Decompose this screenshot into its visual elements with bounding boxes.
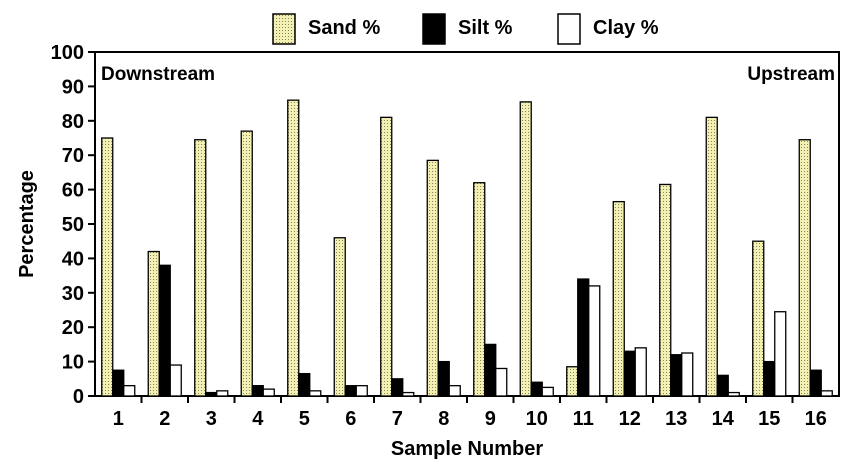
y-tick-label: 100 — [51, 42, 84, 64]
clay-bar — [727, 391, 740, 397]
clay-bar — [588, 285, 601, 397]
legend-silt-swatch — [422, 13, 446, 45]
silt-bar — [577, 278, 590, 397]
silt-bar — [763, 360, 776, 397]
sand-bar — [194, 139, 207, 397]
x-tick-label: 16 — [805, 408, 827, 430]
y-tick-label: 20 — [62, 317, 84, 339]
clay-bar — [448, 385, 461, 397]
x-tick-label: 2 — [159, 408, 170, 430]
x-tick-label: 13 — [665, 408, 687, 430]
clay-bar — [495, 367, 508, 397]
sand-bar — [287, 99, 300, 397]
silt-bar — [809, 369, 822, 397]
x-tick-label: 4 — [252, 408, 264, 430]
x-tick-label: 12 — [619, 408, 641, 430]
sand-bar — [147, 250, 160, 397]
legend-silt-label: Silt % — [458, 17, 513, 39]
y-axis-title: Percentage — [16, 170, 38, 278]
y-tick-label: 30 — [62, 283, 84, 305]
silt-bar — [484, 343, 497, 397]
silt-bar — [251, 385, 264, 397]
x-tick-label: 6 — [345, 408, 356, 430]
clay-bar — [309, 390, 322, 397]
x-tick-label: 11 — [573, 408, 594, 430]
x-tick-label: 8 — [438, 408, 449, 430]
x-tick-label: 14 — [712, 408, 735, 430]
sand-bar — [333, 237, 346, 397]
x-tick-label: 3 — [206, 408, 217, 430]
sand-bar — [380, 116, 393, 397]
upstream-annotation: Upstream — [747, 64, 835, 85]
silt-bar — [158, 264, 171, 397]
legend-sand-swatch — [272, 13, 296, 45]
x-tick-label: 5 — [299, 408, 310, 430]
x-axis: 1 2 3 4 5 6 7 8 9 10 11 12 13 14 15 16 — [113, 396, 827, 430]
silt-bar — [205, 391, 218, 397]
y-tick-label: 10 — [62, 352, 84, 374]
clay-bar — [402, 391, 415, 397]
bars — [101, 99, 833, 397]
clay-bar — [169, 364, 182, 397]
sand-bar — [473, 182, 486, 397]
sand-bar — [566, 366, 579, 397]
clay-bar — [262, 388, 275, 397]
downstream-annotation: Downstream — [101, 64, 215, 85]
legend: Sand % Silt % Clay % — [272, 13, 659, 45]
silt-bar — [344, 385, 357, 397]
silt-bar — [112, 369, 125, 397]
y-tick-label: 90 — [62, 76, 84, 98]
legend-sand-label: Sand % — [308, 17, 380, 39]
sand-bar — [659, 183, 672, 397]
y-tick-label: 40 — [62, 248, 84, 270]
x-tick-label: 7 — [392, 408, 403, 430]
y-tick-label: 50 — [62, 214, 84, 236]
silt-bar — [623, 350, 636, 397]
sand-bar — [612, 200, 625, 397]
x-axis-title: Sample Number — [391, 438, 543, 460]
x-tick-label: 15 — [758, 408, 780, 430]
silt-bar — [391, 378, 404, 397]
sand-bar — [426, 159, 439, 397]
silt-bar — [437, 360, 450, 397]
y-axis: 0 10 20 30 40 50 60 70 80 90 100 — [51, 42, 95, 408]
sand-bar — [101, 137, 114, 397]
y-tick-label: 60 — [62, 180, 84, 202]
y-tick-label: 0 — [73, 386, 84, 408]
x-tick-label: 9 — [485, 408, 496, 430]
clay-bar — [820, 390, 833, 397]
legend-clay-swatch — [557, 13, 581, 45]
sand-bar — [519, 101, 532, 397]
legend-clay-label: Clay % — [593, 17, 659, 39]
silt-bar — [716, 374, 729, 397]
clay-bar — [123, 385, 136, 397]
plot-frame — [94, 51, 840, 397]
silt-bar — [530, 381, 543, 397]
silt-bar — [670, 354, 683, 397]
clay-bar — [216, 390, 229, 397]
x-tick-label: 10 — [526, 408, 548, 430]
clay-bar — [774, 311, 787, 397]
y-tick-label: 80 — [62, 111, 84, 133]
clay-bar — [355, 385, 368, 397]
sand-bar — [798, 139, 811, 397]
y-tick-label: 70 — [62, 145, 84, 167]
sand-bar — [240, 130, 253, 397]
clay-bar — [634, 347, 647, 397]
sand-bar — [752, 240, 765, 397]
sand-bar — [705, 116, 718, 397]
clay-bar — [541, 386, 554, 397]
x-tick-label: 1 — [113, 408, 124, 430]
silt-bar — [298, 372, 311, 397]
clay-bar — [681, 352, 694, 397]
